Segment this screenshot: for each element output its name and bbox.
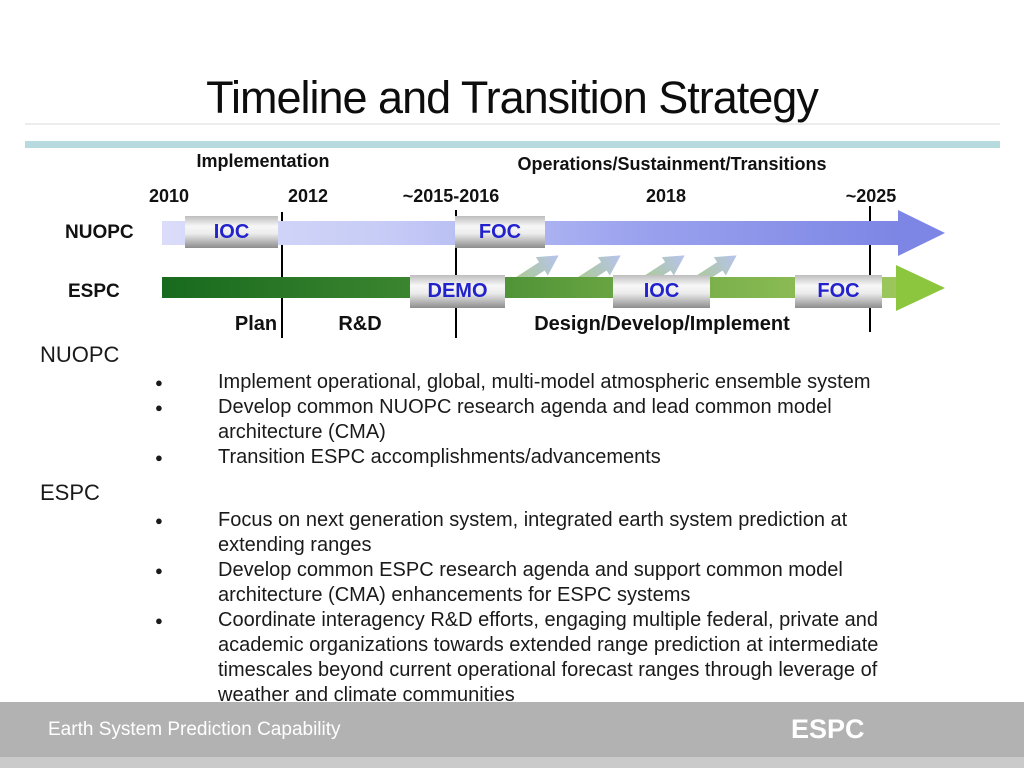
bullet-icon: ● bbox=[155, 563, 163, 578]
tick-line-2015 bbox=[455, 210, 457, 338]
phase-label-rnd: R&D bbox=[338, 313, 382, 335]
espc-arrowhead bbox=[896, 265, 945, 311]
milestone-label: IOC bbox=[213, 220, 250, 243]
year-label-2010: 2010 bbox=[148, 186, 190, 206]
footer-bottom-strip bbox=[0, 757, 1024, 768]
milestone-nuopc-ioc: IOC bbox=[185, 216, 278, 248]
phase-label-plan: Plan bbox=[234, 313, 278, 335]
list-item: ● Transition ESPC accomplishments/advance… bbox=[40, 445, 918, 470]
title-divider-rule bbox=[25, 141, 1000, 148]
title-divider-shadow bbox=[25, 123, 1000, 125]
bullet-icon: ● bbox=[155, 613, 163, 628]
milestone-label: FOC bbox=[817, 280, 860, 302]
footer-logo-text: ESPC bbox=[791, 714, 865, 744]
milestone-label: FOC bbox=[478, 220, 522, 243]
year-label-2018: 2018 bbox=[645, 186, 687, 206]
espc-timeline-bar bbox=[162, 277, 898, 298]
bullet-text: Implement operational, global, multi-mod… bbox=[218, 371, 871, 393]
bullet-text: Develop common NUOPC research agenda and… bbox=[218, 396, 832, 443]
year-label-2012: 2012 bbox=[287, 186, 329, 206]
list-item: ● Implement operational, global, multi-mo… bbox=[40, 370, 918, 395]
milestone-espc-demo: DEMO bbox=[410, 275, 505, 308]
bullet-icon: ● bbox=[155, 513, 163, 528]
bullet-text: Transition ESPC accomplishments/advancem… bbox=[218, 446, 661, 468]
row-label-nuopc: NUOPC bbox=[65, 222, 134, 243]
footer-bar bbox=[0, 702, 1024, 757]
year-label-2025: ~2025 bbox=[845, 186, 897, 206]
bullet-text: Develop common ESPC research agenda and … bbox=[218, 559, 843, 606]
bullet-icon: ● bbox=[155, 400, 163, 415]
bullet-text: Focus on next generation system, integra… bbox=[218, 509, 848, 556]
milestone-label: DEMO bbox=[427, 280, 488, 302]
tick-line-2025 bbox=[869, 206, 871, 332]
milestone-espc-ioc: IOC bbox=[613, 275, 710, 308]
phase-label-design-develop-implement: Design/Develop/Implement bbox=[534, 313, 790, 335]
bullet-icon: ● bbox=[155, 450, 163, 465]
list-item: ● Develop common NUOPC research agenda an… bbox=[40, 395, 918, 445]
phase-header-implementation: Implementation bbox=[196, 151, 330, 171]
milestone-nuopc-foc: FOC bbox=[455, 216, 545, 248]
milestone-espc-foc: FOC bbox=[795, 275, 882, 308]
list-item: ● Develop common ESPC research agenda and… bbox=[40, 558, 918, 608]
footer-program-name: Earth System Prediction Capability bbox=[48, 719, 341, 740]
row-label-espc: ESPC bbox=[68, 281, 120, 302]
year-label-2015-2016: ~2015-2016 bbox=[402, 186, 500, 206]
bullet-icon: ● bbox=[155, 375, 163, 390]
nuopc-section-heading: NUOPC bbox=[40, 342, 120, 367]
tick-line-2012 bbox=[281, 212, 283, 338]
milestone-label: IOC bbox=[643, 280, 680, 302]
page-title: Timeline and Transition Strategy bbox=[206, 72, 819, 123]
nuopc-arrowhead bbox=[898, 210, 945, 256]
phase-header-operations: Operations/Sustainment/Transitions bbox=[517, 154, 827, 174]
bullet-text: Coordinate interagency R&D efforts, enga… bbox=[218, 609, 879, 706]
espc-section-heading: ESPC bbox=[40, 480, 100, 505]
list-item: ● Focus on next generation system, integr… bbox=[40, 508, 918, 558]
body-text: NUOPC ● Implement operational, global, mu… bbox=[40, 340, 960, 708]
list-item: ● Coordinate interagency R&D efforts, eng… bbox=[40, 608, 918, 708]
